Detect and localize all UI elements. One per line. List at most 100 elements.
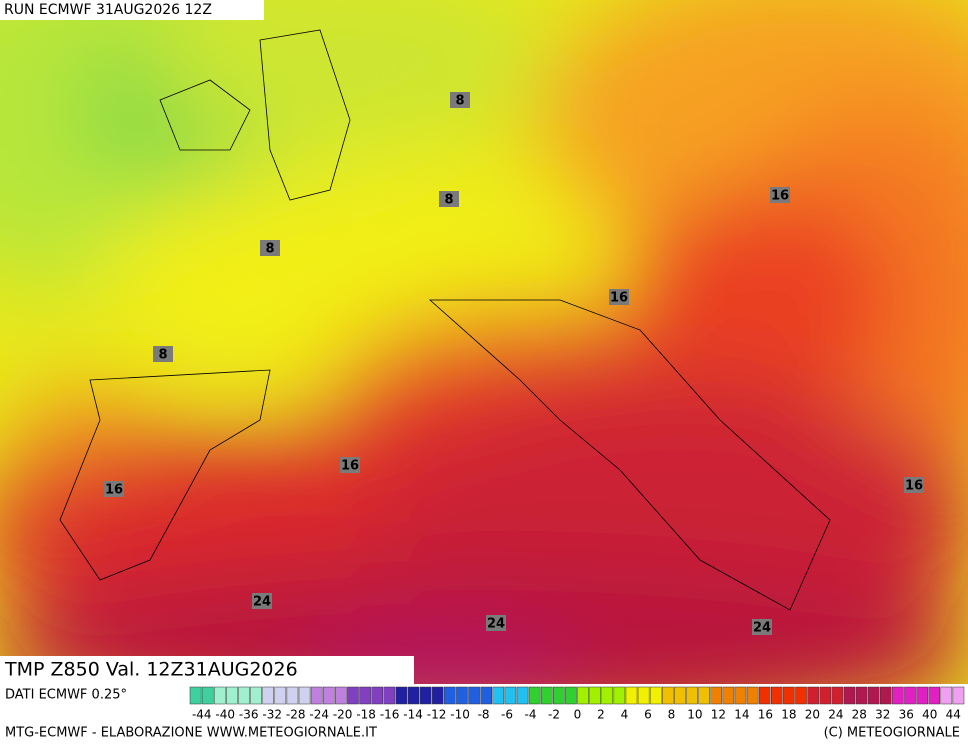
footer-right: (C) METEOGIORNALE	[824, 726, 960, 741]
legend-swatch	[698, 686, 710, 705]
legend-tick-label: 10	[687, 708, 702, 722]
legend-swatch	[601, 686, 614, 705]
legend-tick-label: -16	[380, 708, 400, 722]
legend-tick-label: 20	[805, 708, 820, 722]
legend-swatch	[516, 686, 529, 705]
legend-swatch	[407, 686, 420, 705]
legend-tick-label: 28	[852, 708, 867, 722]
contour-label: 16	[341, 459, 359, 474]
contour-label-box	[153, 346, 173, 362]
legend-swatch	[335, 686, 347, 705]
legend-swatch	[504, 686, 517, 705]
legend-tick-label: -2	[548, 708, 560, 722]
contour-label-box	[450, 92, 470, 108]
contour-label: 16	[905, 479, 923, 494]
legend-tick-label: 8	[668, 708, 676, 722]
footer-left: MTG-ECMWF - ELABORAZIONE WWW.METEOGIORNA…	[5, 726, 377, 741]
legend-swatch	[674, 686, 686, 705]
legend-swatch	[589, 686, 601, 705]
legend-swatch	[831, 686, 844, 705]
contour-label: 16	[771, 189, 789, 204]
contour-label-box	[904, 477, 924, 493]
legend-swatch	[189, 686, 202, 705]
legend-tick-label: -28	[286, 708, 306, 722]
legend-swatch	[783, 686, 795, 705]
legend-swatch	[734, 686, 747, 705]
legend-swatch	[843, 686, 856, 705]
legend-swatch	[310, 686, 323, 705]
contour-label: 24	[253, 595, 271, 610]
legend-swatch	[722, 686, 735, 705]
legend-swatch	[771, 686, 783, 705]
legend-swatch	[528, 686, 541, 705]
legend-swatch	[625, 686, 638, 705]
legend-swatch	[395, 686, 408, 705]
legend-swatch	[758, 686, 771, 705]
contour-label: 8	[265, 242, 274, 257]
contour-label: 24	[753, 621, 771, 636]
legend-tick-label: -36	[239, 708, 259, 722]
legend-tick-label: -40	[215, 708, 235, 722]
title-box	[0, 656, 414, 684]
legend-tick-label: 16	[758, 708, 773, 722]
legend-swatch	[662, 686, 674, 705]
legend-swatch	[867, 686, 880, 705]
contour-label-box	[104, 481, 124, 497]
contour-label-box	[609, 289, 629, 305]
legend-swatch	[347, 686, 359, 705]
contour-label: 8	[455, 94, 464, 109]
contour-label-box	[439, 191, 459, 207]
run-box	[0, 0, 264, 20]
legend-tick-label: 44	[946, 708, 961, 722]
legend-tick-label: -10	[450, 708, 470, 722]
legend-swatch	[431, 686, 444, 705]
legend-swatch	[855, 686, 868, 705]
legend-tick-label: 14	[734, 708, 749, 722]
legend-swatch	[371, 686, 383, 705]
legend-swatch	[928, 686, 941, 705]
legend-swatch	[746, 686, 759, 705]
contour-label: 16	[105, 483, 123, 498]
legend-tick-label: -18	[356, 708, 376, 722]
contour-labels: 8 8 8 8 16 16 16 16 16 24 24 24	[104, 92, 924, 636]
contour-label-box	[752, 619, 772, 635]
legend-swatch	[540, 686, 553, 705]
legend-swatch	[952, 686, 965, 705]
legend-swatch	[686, 686, 698, 705]
legend-swatch	[553, 686, 565, 705]
contour-label-box	[770, 187, 790, 203]
legend-swatch	[565, 686, 577, 705]
legend-swatch	[904, 686, 916, 705]
legend-tick-label: 32	[875, 708, 890, 722]
run-label: RUN ECMWF 31AUG2026 12Z	[4, 2, 212, 18]
legend-swatch	[613, 686, 626, 705]
color-legend: -44 -40 -36 -32 -28 -24 -20 -18 -16 -14 -12 -10 -8 -6…	[189, 686, 965, 722]
legend-swatch	[916, 686, 928, 705]
contour-label: 24	[487, 617, 505, 632]
legend-tick-label: -8	[478, 708, 490, 722]
legend-tick-label: -32	[262, 708, 282, 722]
legend-swatch	[298, 686, 311, 705]
legend-tick-label: 2	[597, 708, 605, 722]
legend-swatch	[807, 686, 819, 705]
legend-swatch	[892, 686, 904, 705]
legend-swatch	[250, 686, 262, 705]
legend-swatch	[359, 686, 371, 705]
contour-label-box	[260, 240, 280, 256]
legend-swatch	[649, 686, 662, 705]
legend-tick-label: -20	[333, 708, 353, 722]
legend-swatch	[238, 686, 250, 705]
legend-tick-label: 18	[781, 708, 796, 722]
legend-tick-label: -24	[309, 708, 329, 722]
legend-swatch	[383, 686, 396, 705]
legend-tick-label: 6	[644, 708, 652, 722]
source-label: DATI ECMWF 0.25°	[5, 688, 127, 703]
legend-swatch	[226, 686, 238, 705]
legend-tick-label: -6	[501, 708, 513, 722]
legend-tick-label: -44	[192, 708, 212, 722]
legend-tick-label: -14	[403, 708, 423, 722]
contour-label-box	[340, 457, 360, 473]
contour-label: 8	[444, 193, 453, 208]
legend-tick-label: 36	[899, 708, 914, 722]
